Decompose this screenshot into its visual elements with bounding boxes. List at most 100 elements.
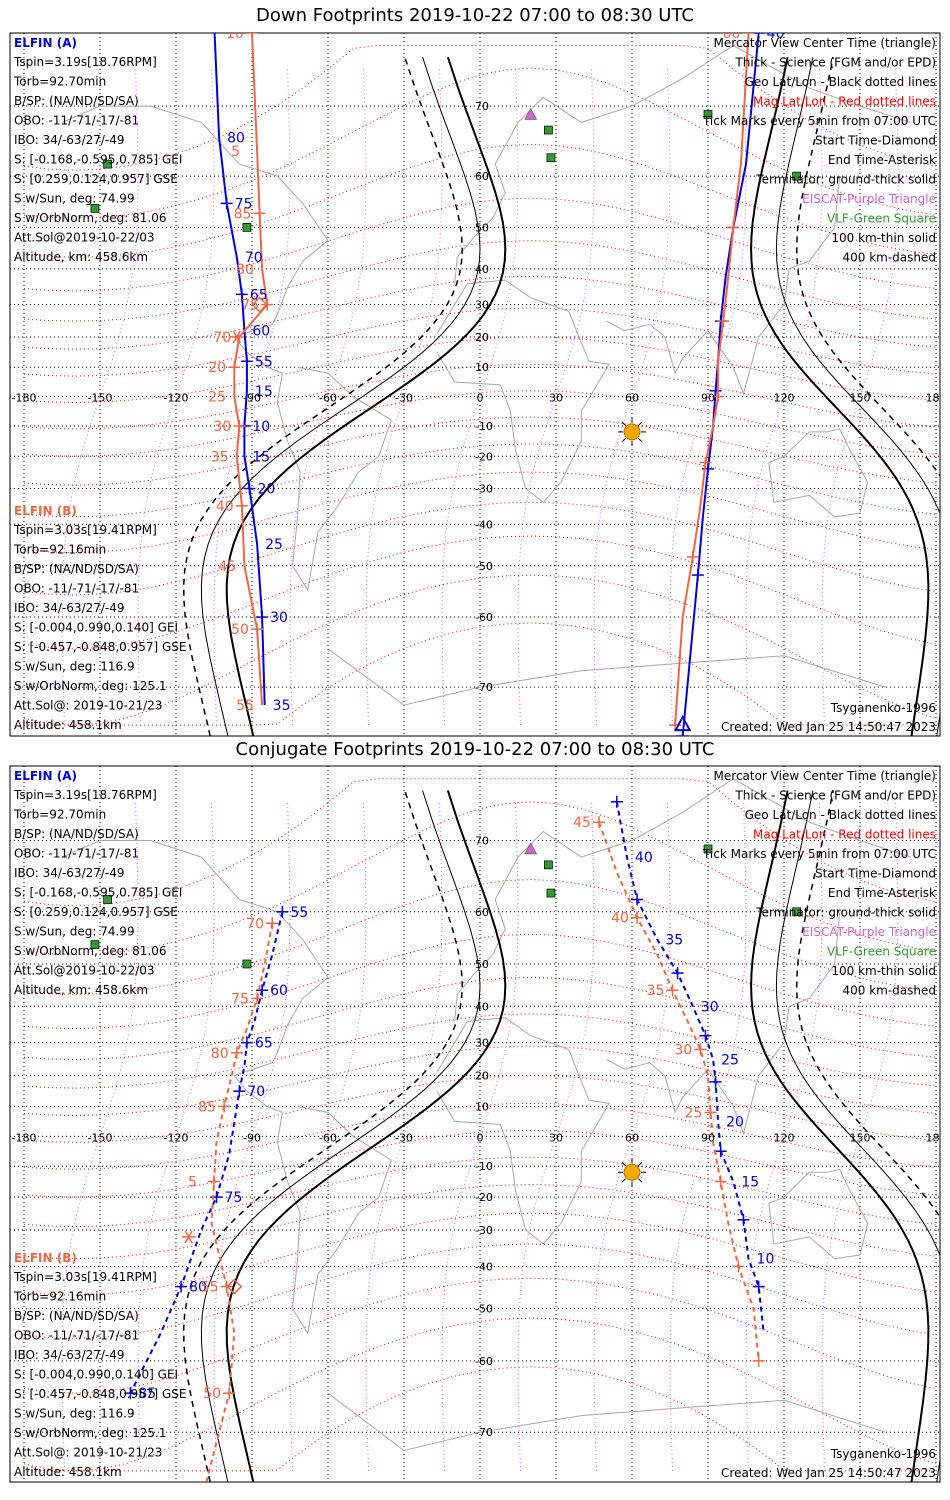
legend-entry: Mag Lat/Lon - Red dotted lines (753, 95, 936, 109)
elfin-b-info: S w/OrbNorm, deg: 125.1 (14, 1426, 166, 1440)
lat-tick-label: -20 (475, 1191, 493, 1204)
vlf-square (546, 888, 556, 898)
lat-tick-label: 60 (475, 906, 489, 919)
elfin-a-info: Altitude, km: 458.6km (14, 250, 148, 264)
mag-parallel (23, 1013, 937, 1089)
sun-ray (621, 437, 626, 443)
map-area: 70 55 75 60 80 65 85 70 75 80 85 5 40 55 35 50 30 45 25 40 2… (10, 746, 940, 1482)
mag-meridian (821, 68, 899, 726)
sun-ray (621, 1162, 626, 1167)
vlf-square (544, 860, 553, 870)
terminator-ground (225, 56, 507, 736)
terminator-100km-east (775, 57, 940, 736)
mag-parallel (23, 535, 937, 650)
track-time-label: 75 (235, 196, 253, 212)
lon-tick-label: -30 (395, 392, 413, 405)
lon-tick-label: 60 (625, 1131, 639, 1144)
track-time-label: 20 (726, 1114, 744, 1130)
legend-entry: EISCAT-Purple Triangle (802, 925, 936, 939)
lat-tick-label: 50 (475, 958, 489, 971)
vlf-square (544, 125, 553, 135)
lat-tick-label: -50 (475, 560, 493, 573)
lat-tick-label: 40 (475, 1000, 489, 1013)
terminator-ground (225, 790, 507, 1482)
lon-tick-label: -90 (243, 1131, 261, 1144)
track-time-label: 25 (208, 390, 226, 406)
elfin-a-info: Att.Sol@2019-10-22/03 (14, 964, 155, 978)
coastline (276, 1105, 392, 1335)
track-time-label: 85 (138, 1386, 156, 1402)
lat-tick-label: 20 (475, 331, 489, 344)
lon-tick-label: -30 (395, 1131, 413, 1144)
legend-entry: Geo Lat/Lon - Black dotted lines (745, 75, 936, 89)
map-area: 1058580757085658060755570152010251530203… (10, 33, 947, 736)
terminator-400km (182, 790, 464, 1482)
mag-parallel (23, 443, 937, 518)
elfin-b-info: S: [-0.457,-0.848,0.957] GSE (14, 640, 187, 654)
sun-ray (638, 1178, 643, 1183)
center-time-triangle (673, 714, 692, 732)
vlf-square (703, 844, 713, 854)
elfin-b-info: IBO: 34/-63/27/-49 (14, 601, 125, 615)
track-time-label: 35 (211, 449, 229, 465)
mag-parallel (23, 1045, 937, 1116)
panel-frame (9, 32, 941, 737)
lon-tick-label: -60 (319, 1131, 337, 1144)
lon-tick-label: -120 (164, 1131, 189, 1144)
lat-tick-label: 70 (475, 100, 489, 113)
terminator-400km-east (795, 57, 940, 478)
track-time-label: 30 (270, 610, 288, 626)
vlf-square (546, 153, 556, 163)
legend-entry: VLF-Green Square (827, 212, 936, 226)
track-time-label: 10 (757, 1252, 775, 1268)
panel-conjugate-title: Conjugate Footprints 2019-10-22 07:00 to… (235, 739, 715, 760)
elfin-b-info: Torb=92.16min (13, 1290, 106, 1304)
track-time-label: 25 (721, 1052, 739, 1068)
lon-tick-label: 90 (701, 392, 715, 405)
terminator-ground-east (750, 790, 930, 1482)
elfin-b-info: IBO: 34/-63/27/-49 (14, 1348, 125, 1362)
terminator-100km-east (775, 790, 940, 1482)
coastline (768, 428, 869, 518)
lon-tick-label: 60 (625, 392, 639, 405)
elfin-a-info: B/SP: (NA/ND/SD/SA) (14, 827, 139, 841)
vlf-square (242, 959, 252, 969)
lat-tick-label: 10 (475, 361, 489, 374)
legend-entry: End Time-Asterisk (828, 153, 936, 167)
coastline (768, 1168, 869, 1260)
lat-tick-label: 60 (475, 170, 489, 183)
track-time-label: 65 (250, 287, 268, 303)
vlf-square (792, 171, 802, 181)
sun-ray (638, 421, 643, 426)
eiscat-triangle (530, 746, 542, 757)
lon-tick-label: 120 (774, 1131, 795, 1144)
elfin-b-info: Att.Sol@: 2019-10-21/23 (14, 699, 162, 713)
legend-entry: Start Time-Diamond (815, 867, 936, 881)
elfin-a-info: IBO: 34/-63/27/-49 (14, 866, 125, 880)
mag-meridian (213, 68, 291, 726)
track-time-label: 55 (201, 1280, 219, 1296)
lon-tick-label: 90 (701, 1131, 715, 1144)
track-time-label: 20 (208, 360, 226, 376)
elfin-b-info: S w/Sun, deg: 116.9 (14, 660, 135, 674)
mag-parallel (23, 574, 937, 726)
track-time-label: 70 (245, 250, 263, 266)
elfin-b-name: ELFIN (B) (14, 1251, 77, 1265)
mag-parallel (23, 1075, 937, 1143)
track-time-label: 15 (252, 449, 270, 465)
vlf-square (103, 895, 112, 904)
lat-tick-label: 10 (475, 1100, 489, 1113)
panel-down-title: Down Footprints 2019-10-22 07:00 to 08:3… (256, 5, 694, 26)
mag-meridian (289, 68, 367, 726)
lat-tick-label: -40 (475, 518, 493, 531)
track-time-label: 80 (189, 1280, 207, 1296)
eiscat-triangle (524, 107, 538, 120)
track-time-label: 45 (573, 815, 591, 831)
lat-tick-label: 30 (475, 1037, 489, 1050)
track-time-label: 70 (247, 1084, 265, 1100)
lon-tick-label: 180 (926, 392, 947, 405)
track-time-label: 40 (611, 911, 629, 927)
lat-tick-label: -40 (475, 1260, 493, 1273)
mag-parallel (23, 416, 937, 486)
